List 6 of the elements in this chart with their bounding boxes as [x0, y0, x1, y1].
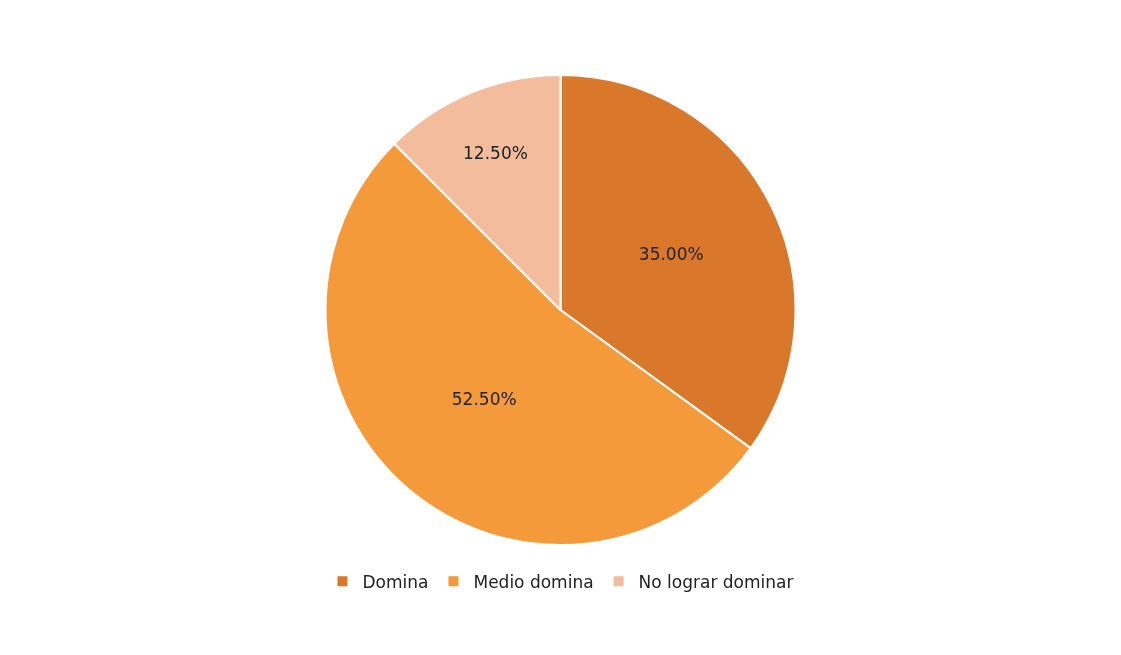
- data-label: 52.50%: [451, 389, 517, 410]
- legend-label: Medio domina: [473, 571, 594, 592]
- data-label: 35.00%: [638, 243, 704, 264]
- data-label: 12.50%: [463, 142, 528, 163]
- legend-label: Domina: [362, 571, 429, 592]
- legend-label: No lograr dominar: [638, 571, 794, 592]
